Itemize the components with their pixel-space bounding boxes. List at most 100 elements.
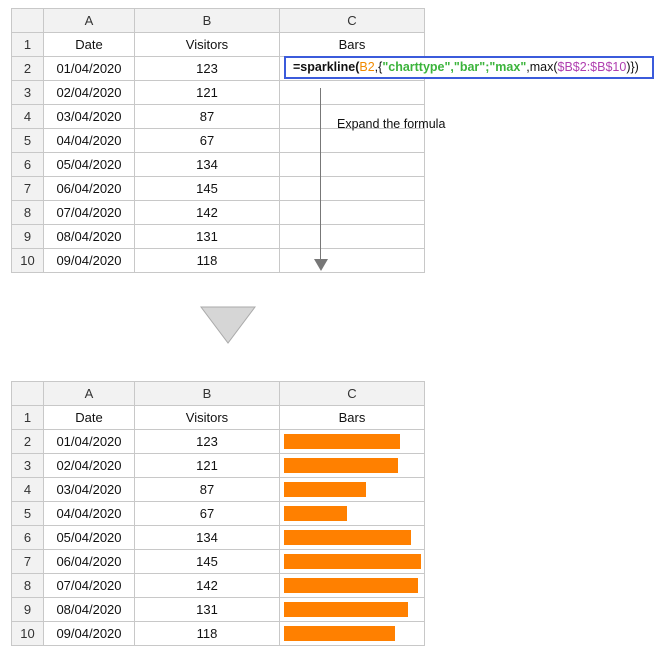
row-header[interactable]: 3 xyxy=(11,80,44,105)
formula-options: "charttype","bar";"max" xyxy=(382,60,527,74)
column-header-c[interactable]: C xyxy=(279,8,425,33)
cell-visitors[interactable]: 121 xyxy=(134,453,280,478)
cell-date[interactable]: 02/04/2020 xyxy=(43,80,135,105)
cell-visitors[interactable]: 118 xyxy=(134,248,280,273)
cell-visitors-header[interactable]: Visitors xyxy=(134,405,280,430)
row-header[interactable]: 10 xyxy=(11,621,44,646)
cell-bars[interactable] xyxy=(279,104,425,129)
row-header[interactable]: 10 xyxy=(11,248,44,273)
table-row: 6 05/04/2020 134 xyxy=(11,152,425,177)
cell-visitors[interactable]: 145 xyxy=(134,549,280,574)
cell-date[interactable]: 01/04/2020 xyxy=(43,429,135,454)
row-header[interactable]: 7 xyxy=(11,549,44,574)
table-row: 2 01/04/2020 123 xyxy=(11,429,425,454)
row-header[interactable]: 9 xyxy=(11,597,44,622)
row-header[interactable]: 2 xyxy=(11,429,44,454)
column-header-b[interactable]: B xyxy=(134,8,280,33)
row-header[interactable]: 1 xyxy=(11,32,44,57)
cell-date[interactable]: 07/04/2020 xyxy=(43,200,135,225)
cell-date[interactable]: 01/04/2020 xyxy=(43,56,135,81)
cell-date[interactable]: 04/04/2020 xyxy=(43,501,135,526)
cell-bars[interactable] xyxy=(279,176,425,201)
cell-visitors[interactable]: 123 xyxy=(134,56,280,81)
cell-bars-header[interactable]: Bars xyxy=(279,405,425,430)
cell-visitors[interactable]: 67 xyxy=(134,128,280,153)
cell-visitors[interactable]: 142 xyxy=(134,200,280,225)
cell-bars[interactable] xyxy=(279,80,425,105)
row-header[interactable]: 4 xyxy=(11,104,44,129)
cell-date[interactable]: 05/04/2020 xyxy=(43,525,135,550)
formula-function: =sparkline( xyxy=(293,60,360,74)
cell-date[interactable]: 07/04/2020 xyxy=(43,573,135,598)
cell-bars[interactable] xyxy=(279,224,425,249)
cell-date[interactable]: 09/04/2020 xyxy=(43,248,135,273)
sparkline-bar xyxy=(284,530,411,545)
table-row: 5 04/04/2020 67 xyxy=(11,128,425,153)
column-header-b[interactable]: B xyxy=(134,381,280,406)
table-row: 5 04/04/2020 67 xyxy=(11,501,425,526)
cell-visitors[interactable]: 134 xyxy=(134,525,280,550)
cell-date[interactable]: 06/04/2020 xyxy=(43,176,135,201)
formula-cell-ref: B2 xyxy=(359,60,375,74)
cell-bars[interactable] xyxy=(279,501,425,526)
cell-date[interactable]: 04/04/2020 xyxy=(43,128,135,153)
cell-visitors[interactable]: 145 xyxy=(134,176,280,201)
row-header[interactable]: 6 xyxy=(11,152,44,177)
row-header[interactable]: 5 xyxy=(11,128,44,153)
cell-visitors[interactable]: 118 xyxy=(134,621,280,646)
formula-close: )}) xyxy=(626,60,639,74)
row-header[interactable]: 6 xyxy=(11,525,44,550)
row-header[interactable]: 9 xyxy=(11,224,44,249)
cell-visitors[interactable]: 67 xyxy=(134,501,280,526)
cell-visitors[interactable]: 123 xyxy=(134,429,280,454)
cell-date[interactable]: 08/04/2020 xyxy=(43,597,135,622)
cell-bars[interactable] xyxy=(279,453,425,478)
cell-date[interactable]: 03/04/2020 xyxy=(43,104,135,129)
cell-date[interactable]: 08/04/2020 xyxy=(43,224,135,249)
row-header[interactable]: 8 xyxy=(11,573,44,598)
row-header[interactable]: 2 xyxy=(11,56,44,81)
column-header-a[interactable]: A xyxy=(43,381,135,406)
cell-visitors[interactable]: 121 xyxy=(134,80,280,105)
row-header[interactable]: 1 xyxy=(11,405,44,430)
cell-bars[interactable] xyxy=(279,477,425,502)
cell-visitors-header[interactable]: Visitors xyxy=(134,32,280,57)
row-header[interactable]: 8 xyxy=(11,200,44,225)
cell-date-header[interactable]: Date xyxy=(43,32,135,57)
cell-bars[interactable] xyxy=(279,573,425,598)
row-header[interactable]: 7 xyxy=(11,176,44,201)
cell-date[interactable]: 09/04/2020 xyxy=(43,621,135,646)
formula-range: $B$2:$B$10 xyxy=(557,60,627,74)
cell-bars-header[interactable]: Bars xyxy=(279,32,425,57)
row-header[interactable]: 4 xyxy=(11,477,44,502)
sparkline-bar xyxy=(284,626,395,641)
cell-date-header[interactable]: Date xyxy=(43,405,135,430)
cell-bars[interactable] xyxy=(279,549,425,574)
cell-bars[interactable] xyxy=(279,248,425,273)
corner-cell xyxy=(11,381,44,406)
cell-date[interactable]: 03/04/2020 xyxy=(43,477,135,502)
cell-visitors[interactable]: 134 xyxy=(134,152,280,177)
column-header-c[interactable]: C xyxy=(279,381,425,406)
cell-bars[interactable] xyxy=(279,429,425,454)
cell-bars[interactable] xyxy=(279,621,425,646)
cell-bars[interactable] xyxy=(279,525,425,550)
cell-visitors[interactable]: 87 xyxy=(134,104,280,129)
cell-bars[interactable] xyxy=(279,128,425,153)
cell-visitors[interactable]: 142 xyxy=(134,573,280,598)
cell-visitors[interactable]: 131 xyxy=(134,224,280,249)
cell-visitors[interactable]: 131 xyxy=(134,597,280,622)
cell-bars[interactable] xyxy=(279,152,425,177)
cell-date[interactable]: 02/04/2020 xyxy=(43,453,135,478)
table-row: 9 08/04/2020 131 xyxy=(11,597,425,622)
column-header-a[interactable]: A xyxy=(43,8,135,33)
cell-bars[interactable] xyxy=(279,597,425,622)
cell-visitors[interactable]: 87 xyxy=(134,477,280,502)
formula-cell-editor[interactable]: =sparkline(B2,{"charttype","bar";"max",m… xyxy=(284,56,654,79)
row-header[interactable]: 5 xyxy=(11,501,44,526)
cell-date[interactable]: 05/04/2020 xyxy=(43,152,135,177)
table-row: 8 07/04/2020 142 xyxy=(11,200,425,225)
row-header[interactable]: 3 xyxy=(11,453,44,478)
cell-date[interactable]: 06/04/2020 xyxy=(43,549,135,574)
cell-bars[interactable] xyxy=(279,200,425,225)
